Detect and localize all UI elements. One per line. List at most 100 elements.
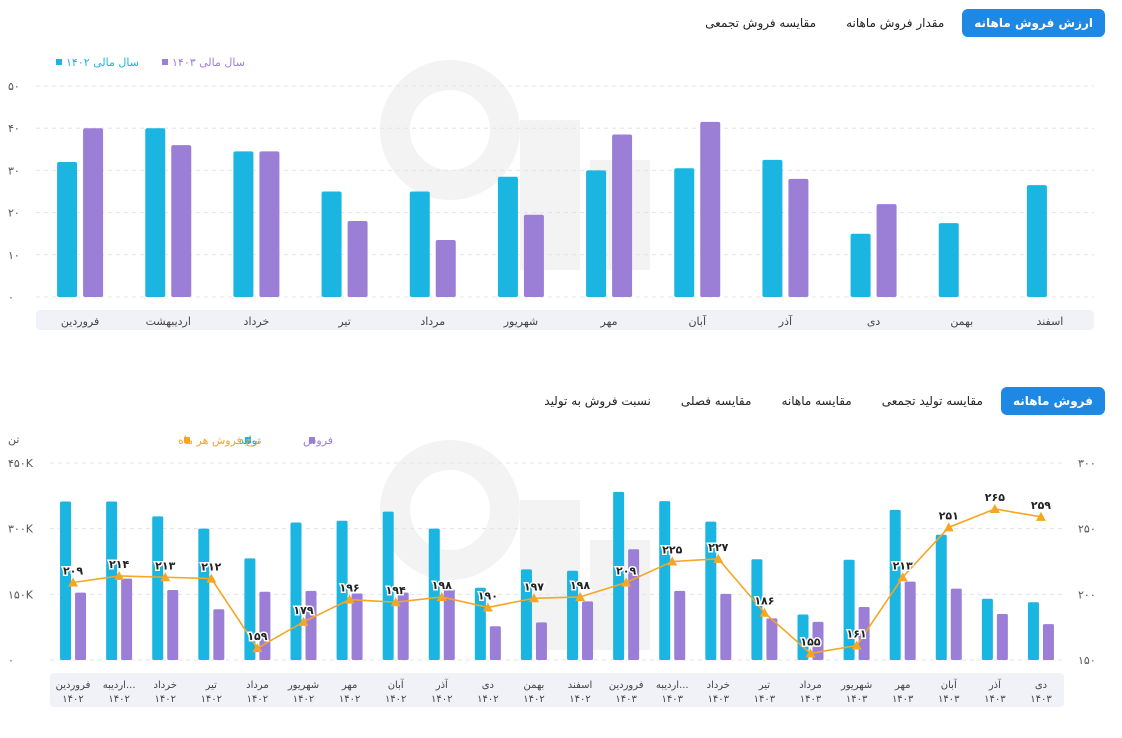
bottom-tab-bar: فروش ماهانه مقایسه تولید تجمعی مقایسه ما… <box>532 387 1105 415</box>
x-tick-year: ۱۴۰۳ <box>661 694 683 705</box>
sales-bar <box>812 621 824 660</box>
sales-bar <box>904 581 916 660</box>
sales-bar <box>535 622 547 660</box>
sales-rate-data-label: ۱۵۵ <box>800 635 820 648</box>
bar-1402 <box>409 191 430 297</box>
production-bar <box>889 509 901 660</box>
sales-rate-marker <box>621 577 632 587</box>
x-tick-month: فروردین <box>56 680 91 691</box>
sales-rate-marker <box>252 643 263 653</box>
x-axis-band <box>50 673 1064 707</box>
x-tick-label: اردیبهشت <box>146 315 191 328</box>
sales-rate-marker <box>160 572 171 582</box>
sales-rate-marker <box>114 570 125 580</box>
production-bar <box>1027 602 1039 660</box>
top-tab-bar: ارزش فروش ماهانه مقدار فروش ماهانه مقایس… <box>693 9 1105 37</box>
y-tick-label: ۱۰ <box>8 249 20 262</box>
x-tick-month: تیر <box>205 680 218 691</box>
sales-rate-marker <box>206 573 217 583</box>
sales-bar <box>397 592 409 660</box>
x-tick-month: مرداد <box>246 680 269 691</box>
sales-bar <box>1042 624 1054 660</box>
x-tick-month: بهمن <box>524 680 545 691</box>
x-tick-month: خرداد <box>154 680 177 691</box>
sales-rate-marker <box>713 553 724 563</box>
y-right-tick-label: ۲۵۰ <box>1078 523 1096 536</box>
sales-rate-marker <box>528 593 539 603</box>
legend-label: فروش <box>303 434 333 447</box>
sales-rate-marker <box>989 503 1000 513</box>
bar-1403 <box>612 134 633 297</box>
bar-1402 <box>321 191 342 297</box>
sales-bar <box>996 614 1008 660</box>
legend-swatch <box>245 437 251 443</box>
sales-rate-marker <box>851 640 862 650</box>
bar-1403 <box>171 145 192 297</box>
x-tick-month: آذر <box>435 678 449 691</box>
sales-rate-marker <box>805 648 816 658</box>
x-tick-year: ۱۴۰۲ <box>523 694 544 705</box>
y-right-tick-label: ۳۰۰ <box>1078 457 1096 470</box>
x-tick-label: دی <box>867 315 881 328</box>
x-tick-month: مهر <box>341 680 357 691</box>
x-tick-year: ۱۴۰۲ <box>339 694 360 705</box>
x-tick-year: ۱۴۰۳ <box>984 694 1006 705</box>
sales-bar <box>167 589 179 660</box>
sales-rate-data-label: ۱۹۸ <box>570 579 590 592</box>
production-bar <box>567 570 579 660</box>
tab-sales-to-production-ratio[interactable]: نسبت فروش به تولید <box>544 394 651 408</box>
x-tick-year: ۱۴۰۲ <box>293 694 314 705</box>
tab-seasonal-comparison[interactable]: مقایسه فصلی <box>680 394 752 408</box>
x-tick-year: ۱۴۰۲ <box>477 694 498 705</box>
sales-rate-data-label: ۲۲۵ <box>662 544 682 557</box>
x-tick-month: اردیبه... <box>656 680 689 691</box>
x-tick-year: ۱۴۰۳ <box>846 694 868 705</box>
sales-rate-marker <box>298 616 309 626</box>
x-tick-year: ۱۴۰۲ <box>154 694 175 705</box>
tab-monthly-sales-value[interactable]: ارزش فروش ماهانه <box>962 9 1105 37</box>
tab-cumulative-sales-comparison[interactable]: مقایسه فروش تجمعی <box>705 16 817 30</box>
x-tick-year: ۱۴۰۳ <box>892 694 914 705</box>
sales-rate-data-label: ۲۲۷ <box>708 541 728 554</box>
production-bar <box>659 501 671 660</box>
x-tick-label: شهریور <box>503 315 538 328</box>
bar-1403 <box>83 128 104 297</box>
y-tick-label: ۲۰ <box>8 207 20 220</box>
sales-rate-marker <box>344 594 355 604</box>
sales-rate-data-label: ۲۵۹ <box>1031 499 1051 512</box>
y-right-tick-label: ۲۰۰ <box>1078 588 1096 601</box>
legend-swatch <box>56 59 62 65</box>
y-left-tick-label: ۰ <box>8 654 14 667</box>
sales-rate-data-label: ۲۰۹ <box>63 565 83 578</box>
tab-monthly-sales-quantity[interactable]: مقدار فروش ماهانه <box>846 16 945 30</box>
sales-bar <box>674 590 686 660</box>
x-tick-month: دی <box>1035 680 1047 691</box>
sales-rate-line <box>72 508 1042 655</box>
x-tick-label: تیر <box>337 315 350 328</box>
sales-rate-data-label: ۲۱۳ <box>155 559 175 572</box>
tab-cumulative-production-comparison[interactable]: مقایسه تولید تجمعی <box>881 394 983 408</box>
y-tick-label: ۰ <box>8 291 14 304</box>
production-bar <box>981 598 993 660</box>
bar-1402 <box>586 170 607 297</box>
bar-1402 <box>497 176 518 297</box>
x-tick-label: مهر <box>600 315 618 328</box>
x-tick-month: دی <box>482 680 494 691</box>
production-bar <box>106 501 118 660</box>
x-tick-month: آبان <box>941 678 958 691</box>
sales-rate-data-label: ۱۵۹ <box>247 630 267 643</box>
bar-1403 <box>876 204 897 297</box>
tab-monthly-comparison[interactable]: مقایسه ماهانه <box>781 394 852 408</box>
tab-monthly-sales[interactable]: فروش ماهانه <box>1000 387 1105 415</box>
legend-swatch <box>162 59 168 65</box>
sales-bar <box>950 588 962 660</box>
sales-rate-data-label: ۱۷۹ <box>293 604 313 617</box>
bar-1402 <box>233 151 254 297</box>
production-bar <box>290 522 302 660</box>
x-tick-month: مرداد <box>799 680 822 691</box>
sales-bar <box>443 589 455 660</box>
y-tick-label: ۴۰ <box>8 122 20 135</box>
legend-label: سال مالی ۱۴۰۲ <box>66 56 139 69</box>
x-tick-month: آذر <box>988 678 1002 691</box>
